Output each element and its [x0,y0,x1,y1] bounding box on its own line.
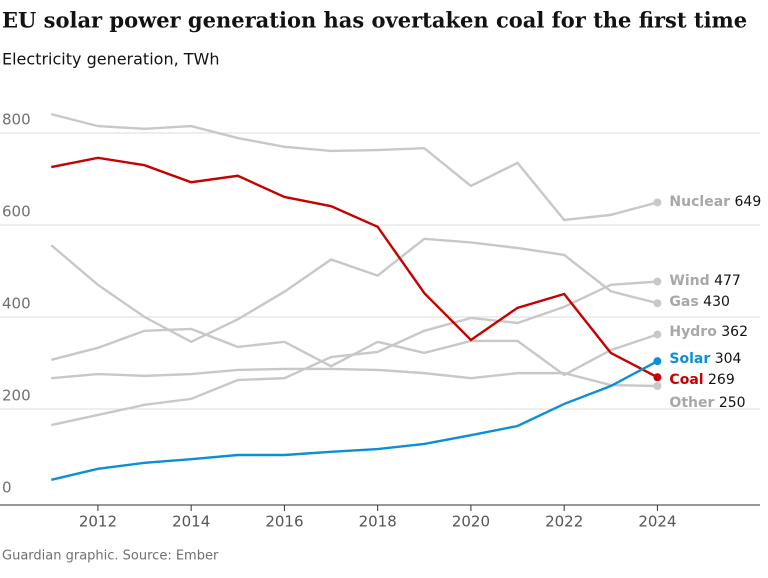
legend-name: Other [669,395,714,411]
end-point [653,277,662,286]
end-label: Gas 430 [669,294,729,310]
chart-title: EU solar power generation has overtaken … [2,8,747,33]
end-point [653,373,662,382]
x-tick-label: 2024 [638,513,676,531]
value-label: 362 [721,324,748,340]
series-line [51,360,658,482]
x-tick-label: 2020 [452,513,490,531]
y-tick-label: 400 [2,295,31,313]
series-line [51,156,658,379]
end-label: Coal 269 [669,372,734,388]
end-label: Solar 304 [669,351,741,367]
value-label: 269 [708,372,735,388]
legend-name: Coal [669,372,703,388]
series-line [50,237,658,344]
series-line [50,112,658,222]
x-tick-label: 2014 [172,513,210,531]
source: Guardian graphic. Source: Ember [2,549,219,564]
legend-name: Nuclear [669,194,730,210]
y-tick-label: 0 [2,479,12,497]
legend-name: Hydro [669,324,717,340]
end-label: Nuclear 649 [669,194,761,210]
x-tick-label: 2012 [79,513,117,531]
end-label: Wind 477 [669,273,740,289]
end-point [653,198,662,207]
chart-subtitle: Electricity generation, TWh [2,50,219,69]
x-tick-label: 2016 [265,513,303,531]
series-line [51,367,658,388]
value-label: 250 [719,395,746,411]
end-point [653,357,662,366]
y-tick-label: 600 [2,203,31,221]
legend-name: Wind [669,273,709,289]
series-line [50,327,658,377]
end-label: Other 250 [669,395,745,411]
value-label: 649 [735,194,762,210]
end-label: Hydro 362 [669,324,748,340]
y-tick-label: 800 [2,111,31,129]
x-tick-label: 2022 [545,513,583,531]
value-label: 477 [714,273,741,289]
end-point [653,382,662,390]
end-point [653,299,662,308]
y-tick-label: 200 [2,387,31,405]
x-tick-label: 2018 [359,513,397,531]
value-label: 430 [703,294,730,310]
legend-name: Solar [669,351,710,367]
legend-name: Gas [669,294,698,310]
value-label: 304 [715,351,742,367]
end-point [653,330,662,339]
